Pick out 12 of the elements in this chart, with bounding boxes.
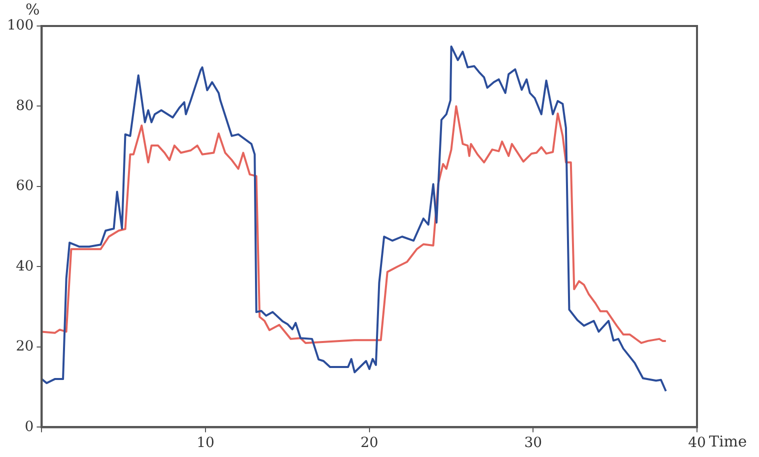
- y-axis-title: %: [25, 0, 40, 18]
- y-tick-label: 60: [16, 178, 34, 194]
- y-tick-label: 20: [16, 338, 34, 355]
- x-tick-label: 30: [524, 435, 542, 452]
- y-tick-label: 80: [16, 98, 34, 114]
- x-axis-title: Time: [709, 432, 748, 451]
- y-tick-label: 0: [24, 418, 34, 435]
- x-tick-label: 20: [360, 435, 378, 452]
- x-tick-label: 10: [196, 435, 214, 452]
- x-tick-label: 40: [688, 435, 706, 452]
- y-tick-label: 40: [16, 258, 34, 274]
- y-tick-label: 100: [6, 18, 34, 34]
